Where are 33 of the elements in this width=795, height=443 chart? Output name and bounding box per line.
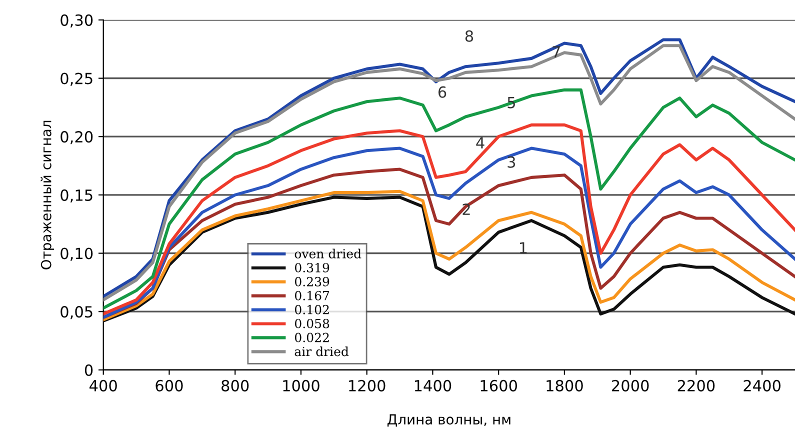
x-tick-label: 1800 bbox=[546, 380, 583, 392]
legend-label: 0.022 bbox=[295, 332, 329, 342]
annotation: 1 bbox=[520, 242, 527, 254]
y-tick-label: 0,10 bbox=[60, 248, 93, 261]
legend-label: 0.102 bbox=[295, 304, 329, 314]
legend-label: 0.058 bbox=[295, 318, 330, 328]
legend-label: 0.239 bbox=[295, 276, 330, 286]
y-tick-label: 0,25 bbox=[60, 72, 92, 86]
legend-label: 0.167 bbox=[295, 290, 330, 300]
y-tick-label: 0,15 bbox=[60, 189, 92, 202]
y-axis-title: Отраженный сигнал bbox=[40, 120, 54, 270]
annotation: 8 bbox=[465, 30, 474, 42]
y-tick-label: 0 bbox=[84, 364, 93, 376]
x-tick-label: 400 bbox=[90, 380, 117, 392]
annotation: 3 bbox=[508, 156, 516, 168]
y-tick-label: 0,20 bbox=[60, 131, 93, 144]
legend-label: air dried bbox=[294, 346, 349, 356]
x-tick-label: 1200 bbox=[349, 380, 386, 392]
legend-label: 0.319 bbox=[295, 262, 330, 272]
legend-label: oven dried bbox=[294, 248, 362, 258]
y-tick-label: 0,30 bbox=[60, 14, 93, 28]
x-tick-label: 1600 bbox=[480, 380, 518, 392]
x-tick-label: 1400 bbox=[414, 380, 452, 392]
annotation: 6 bbox=[438, 86, 446, 98]
x-tick-label: 800 bbox=[222, 380, 249, 392]
x-tick-label: 2400 bbox=[744, 380, 780, 392]
x-tick-label: 1000 bbox=[283, 380, 320, 392]
y-tick-label: 0,05 bbox=[60, 306, 92, 320]
x-axis-title: Длина волны, нм bbox=[387, 414, 510, 427]
annotation: 4 bbox=[476, 137, 484, 148]
x-tick-label: 600 bbox=[156, 380, 183, 392]
x-tick-label: 2000 bbox=[612, 380, 649, 392]
x-tick-label: 2200 bbox=[678, 380, 715, 392]
